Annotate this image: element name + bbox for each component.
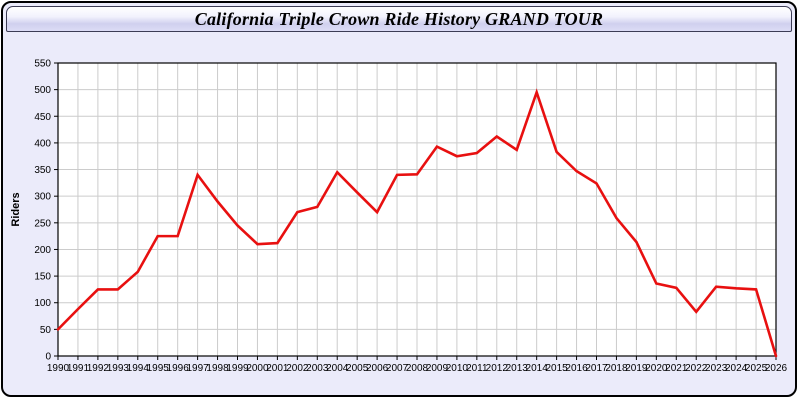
y-tick-label: 300 [34, 192, 51, 203]
x-tick-label: 2004 [326, 363, 349, 374]
y-tick-label: 250 [34, 218, 51, 229]
x-tick-label: 2005 [346, 363, 369, 374]
x-tick-label: 1993 [107, 363, 130, 374]
y-tick-label: 150 [34, 272, 51, 283]
x-tick-label: 2010 [446, 363, 469, 374]
x-tick-label: 2003 [306, 363, 329, 374]
x-tick-label: 1997 [186, 363, 209, 374]
x-tick-label: 1995 [147, 363, 170, 374]
x-tick-label: 1996 [167, 363, 190, 374]
ride-history-chart: 0501001502002503003504004505005501990199… [10, 59, 788, 375]
x-tick-label: 2024 [725, 363, 748, 374]
x-tick-label: 2016 [565, 363, 588, 374]
y-tick-label: 0 [45, 352, 51, 363]
x-tick-label: 2008 [406, 363, 429, 374]
riders-line-series [56, 88, 778, 358]
title-bar[interactable]: California Triple Crown Ride History GRA… [6, 6, 792, 32]
y-tick-label: 200 [34, 245, 51, 256]
x-tick-label: 2020 [645, 363, 668, 374]
x-tick-label: 2014 [526, 363, 549, 374]
y-tick-label: 50 [40, 325, 52, 336]
x-tick-label: 2023 [705, 363, 728, 374]
x-tick-label: 1990 [47, 363, 70, 374]
x-tick-label: 2026 [765, 363, 788, 374]
x-tick-label: 2000 [246, 363, 269, 374]
x-tick-label: 2002 [286, 363, 309, 374]
x-tick-label: 2025 [745, 363, 768, 374]
y-tick-label: 450 [34, 112, 51, 123]
x-tick-label: 2011 [466, 363, 488, 374]
y-tick-label: 350 [34, 165, 51, 176]
x-tick-label: 2007 [386, 363, 409, 374]
x-tick-label: 2022 [685, 363, 708, 374]
y-tick-label: 400 [34, 138, 51, 149]
y-tick-label: 100 [34, 298, 51, 309]
y-tick-label: 550 [34, 59, 51, 70]
x-tick-label: 1998 [206, 363, 229, 374]
x-tick-label: 1999 [226, 363, 249, 374]
x-tick-label: 2019 [625, 363, 648, 374]
page-title: California Triple Crown Ride History GRA… [194, 8, 604, 29]
x-tick-label: 2009 [426, 363, 449, 374]
x-tick-label: 2006 [366, 363, 389, 374]
x-tick-label: 2018 [605, 363, 628, 374]
x-tick-label: 2017 [585, 363, 608, 374]
x-tick-label: 1992 [87, 363, 110, 374]
x-tick-label: 2015 [545, 363, 568, 374]
x-tick-label: 1994 [127, 363, 150, 374]
x-tick-label: 2012 [486, 363, 509, 374]
y-axis-title: Riders [10, 192, 22, 226]
x-tick-label: 2021 [665, 363, 688, 374]
y-tick-label: 500 [34, 85, 51, 96]
x-tick-label: 1991 [67, 363, 90, 374]
x-tick-label: 2013 [506, 363, 529, 374]
x-tick-label: 2001 [266, 363, 289, 374]
